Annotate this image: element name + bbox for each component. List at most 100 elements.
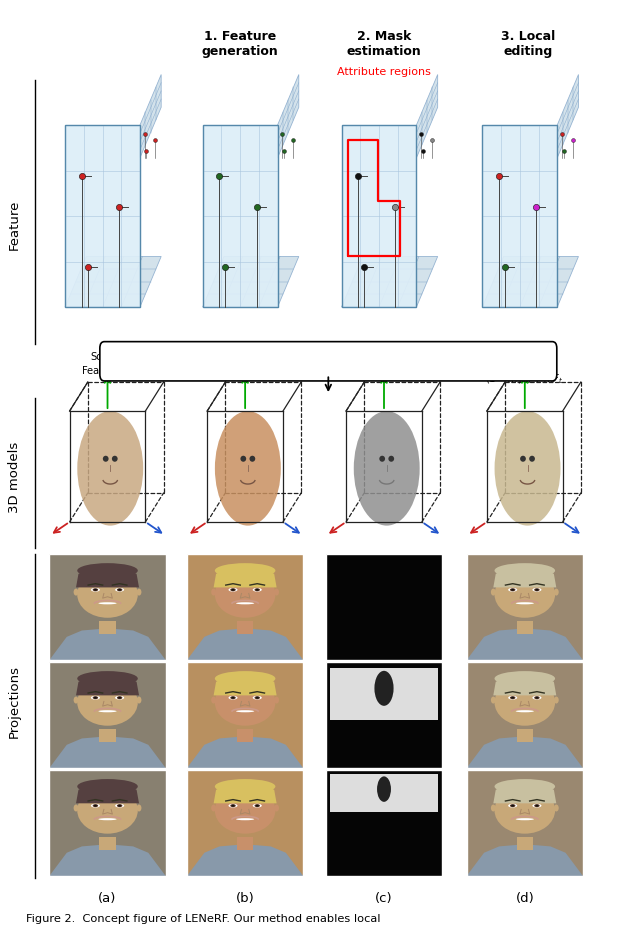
Text: 3D models: 3D models [8,442,20,513]
Bar [99,621,116,634]
Text: Feature: Feature [8,199,20,250]
Ellipse shape [554,804,559,812]
Polygon shape [342,256,438,307]
Ellipse shape [536,589,538,591]
Ellipse shape [534,588,540,592]
Ellipse shape [495,671,555,686]
Polygon shape [187,737,303,768]
Ellipse shape [274,804,279,812]
Ellipse shape [99,818,116,820]
Ellipse shape [103,456,109,461]
Polygon shape [187,844,303,876]
Text: Target
Feature $F_t$: Target Feature $F_t$ [219,352,271,378]
Bar [49,554,166,660]
Ellipse shape [115,695,124,699]
Ellipse shape [215,571,275,618]
Ellipse shape [77,779,138,794]
Text: (a): (a) [99,892,116,905]
Text: Feature
mask $m$: Feature mask $m$ [364,352,404,376]
Ellipse shape [211,696,216,704]
Bar [237,837,253,850]
Polygon shape [76,564,139,588]
Polygon shape [49,628,166,660]
Ellipse shape [136,804,141,812]
Ellipse shape [93,588,98,592]
Bar [326,554,442,660]
Polygon shape [214,672,276,695]
Ellipse shape [77,411,143,526]
Ellipse shape [91,588,100,592]
Polygon shape [65,125,140,307]
Text: Output $\hat{F}_t$ =
$(1-m)F_s + mF_t$: Output $\hat{F}_t$ = $(1-m)F_s + mF_t$ [486,352,564,386]
Ellipse shape [230,588,236,592]
Ellipse shape [516,818,534,820]
Ellipse shape [495,779,555,794]
Ellipse shape [77,563,138,578]
Ellipse shape [215,779,275,794]
Polygon shape [483,256,579,307]
Ellipse shape [255,696,260,699]
Ellipse shape [388,456,394,461]
Ellipse shape [380,456,385,461]
Bar [467,554,583,660]
Bar [467,554,583,660]
Polygon shape [417,75,438,158]
Polygon shape [467,737,583,768]
Ellipse shape [232,805,234,807]
Ellipse shape [215,411,281,526]
Ellipse shape [354,411,420,526]
Bar [187,662,303,768]
Bar [467,770,583,876]
Text: Attribute regions: Attribute regions [337,66,431,77]
Bar [99,729,116,741]
Polygon shape [214,564,276,588]
Ellipse shape [495,679,555,725]
Text: (c): (c) [375,892,393,905]
Bar [187,554,303,660]
Ellipse shape [228,588,237,592]
Bar [187,662,303,768]
Polygon shape [278,75,299,158]
Polygon shape [49,844,166,876]
Ellipse shape [74,804,79,812]
Bar [516,621,533,634]
Ellipse shape [508,804,517,808]
Text: Figure 2.  Concept figure of LENeRF. Our method enables local: Figure 2. Concept figure of LENeRF. Our … [26,914,380,924]
Ellipse shape [536,805,538,807]
Text: 1. Feature
generation: 1. Feature generation [202,30,278,58]
Bar [49,554,166,660]
Ellipse shape [99,602,116,605]
Ellipse shape [511,696,514,698]
Ellipse shape [495,787,555,834]
Ellipse shape [77,679,138,725]
Bar [187,770,303,876]
Ellipse shape [250,456,255,461]
Polygon shape [65,256,161,307]
Bar [467,662,583,768]
Ellipse shape [211,589,216,595]
Bar [326,770,442,876]
Ellipse shape [215,671,275,686]
Polygon shape [76,672,139,695]
Ellipse shape [74,589,79,595]
Ellipse shape [118,696,121,698]
Ellipse shape [77,671,138,686]
Ellipse shape [256,696,259,698]
Bar [326,554,442,660]
Ellipse shape [236,602,254,605]
Bar [330,668,438,721]
Polygon shape [467,844,583,876]
Ellipse shape [508,588,517,592]
Bar [187,770,303,876]
Ellipse shape [112,456,118,461]
Bar [49,770,166,876]
Polygon shape [203,256,299,307]
Text: 3. Local
editing: 3. Local editing [501,30,555,58]
Polygon shape [342,125,417,307]
Ellipse shape [228,804,237,808]
Ellipse shape [117,696,122,699]
Polygon shape [214,780,276,803]
Ellipse shape [232,589,234,591]
Ellipse shape [532,588,541,592]
Ellipse shape [136,696,141,704]
